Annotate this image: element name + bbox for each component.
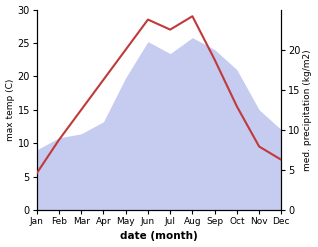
Y-axis label: max temp (C): max temp (C) xyxy=(5,79,15,141)
X-axis label: date (month): date (month) xyxy=(120,231,198,242)
Y-axis label: med. precipitation (kg/m2): med. precipitation (kg/m2) xyxy=(303,49,313,171)
